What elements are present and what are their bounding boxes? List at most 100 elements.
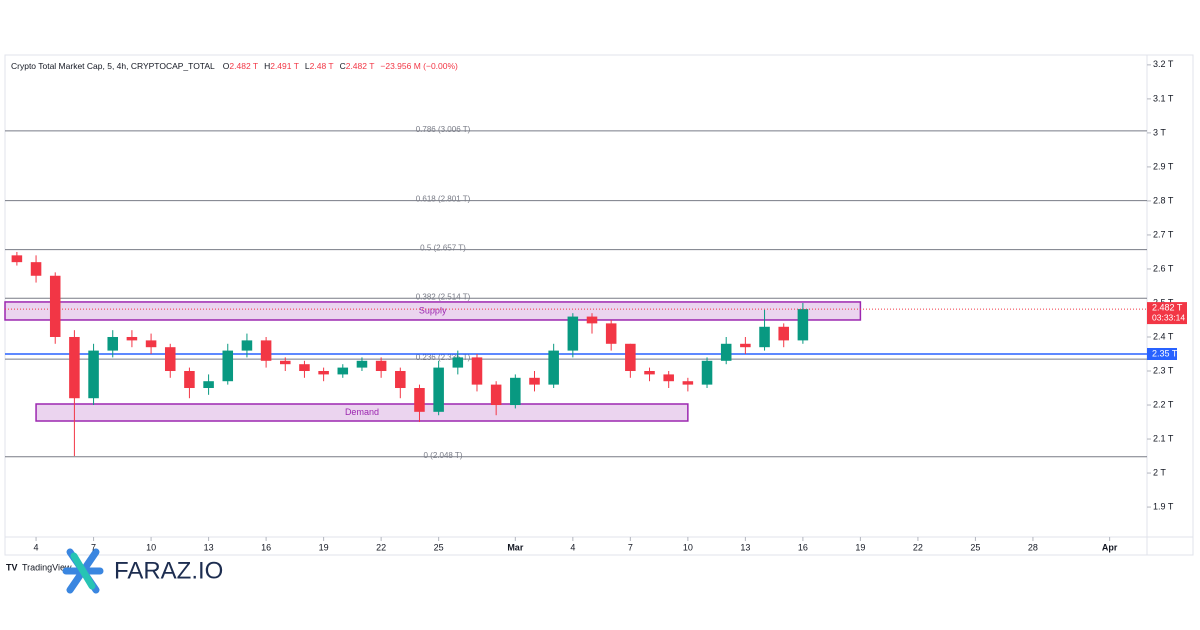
x-tick-label: 13 (204, 542, 214, 552)
y-tick-label: 2.6 T (1153, 263, 1174, 273)
y-tick-label: 1.9 T (1153, 501, 1174, 511)
x-tick-label: 19 (319, 542, 329, 552)
logo-text: FARAZ.IO (114, 557, 223, 584)
x-tick-label: 28 (1028, 542, 1038, 552)
x-tick-label: 10 (146, 542, 156, 552)
candle-body (30, 262, 42, 276)
y-tick-label: 2.2 T (1153, 399, 1174, 409)
countdown: 03:33:14 (1152, 312, 1185, 322)
candle-body (49, 275, 61, 337)
price-label: 2.482 T (1152, 302, 1183, 312)
x-tick-label: Mar (507, 542, 524, 552)
x-tick-label: 13 (740, 542, 750, 552)
x-tick-label: 4 (570, 542, 575, 552)
faraz-logo: FARAZ.IO (62, 548, 223, 594)
ohlc-value: 2.482 T (346, 61, 375, 71)
candle-body (529, 377, 540, 385)
ohlc-value: 2.48 T (310, 61, 334, 71)
y-tick-label: 2.4 T (1153, 331, 1174, 341)
fib-label: 0.618 (2.801 T) (416, 195, 471, 204)
candle-body (260, 340, 272, 361)
price-tag (1147, 302, 1187, 325)
y-tick-label: 3.1 T (1153, 93, 1174, 103)
candle-body (644, 371, 655, 375)
x-tick-label: 7 (91, 542, 96, 552)
title: Crypto Total Market Cap, 5, 4h, CRYPTOCA… (11, 61, 458, 71)
y-tick-label: 2.9 T (1153, 161, 1174, 171)
candle-body (740, 343, 751, 348)
x-tick-label: 22 (376, 542, 386, 552)
y-tick-label: 2.3 T (1153, 365, 1174, 375)
x-tick-label: 25 (970, 542, 980, 552)
header: Crypto Total Market Cap, 5, 4h, CRYPTOCA… (11, 61, 458, 71)
candle-body (625, 343, 636, 372)
candle-body (395, 371, 406, 389)
candle-body (567, 316, 579, 351)
ohlc-label: H (264, 61, 270, 71)
candle-body (548, 350, 559, 385)
candle-body (203, 381, 214, 389)
candle-body (88, 350, 99, 399)
candle-body (471, 357, 483, 385)
candle-body (682, 381, 694, 385)
candle-body (356, 360, 368, 368)
y-tick-label: 2.8 T (1153, 195, 1174, 205)
y-tick-label: 2.7 T (1153, 229, 1174, 239)
ohlc-label: L (305, 61, 310, 71)
candle-body (184, 371, 195, 389)
candle-body (759, 326, 770, 348)
change: −23.956 M (−0.00%) (380, 61, 458, 71)
candle-body (337, 367, 349, 375)
x-tick-label: 19 (855, 542, 865, 552)
fib-label: 0 (2.048 T) (424, 451, 463, 460)
candle-body (490, 384, 502, 406)
candle-body (69, 336, 80, 399)
tv-icon: TV (6, 562, 18, 572)
candle-body (299, 364, 310, 372)
x-tick-label: 10 (683, 542, 693, 552)
zone (4, 301, 862, 321)
candle-body (11, 255, 23, 263)
fib-label: 0.5 (2.657 T) (420, 244, 466, 253)
candle-body (280, 360, 291, 365)
candle-body (452, 357, 464, 368)
x-tick-label: 16 (798, 542, 808, 552)
zone (35, 403, 689, 422)
x-tick-label: Apr (1102, 542, 1118, 552)
candle-body (375, 360, 387, 372)
x-tick-label: 25 (434, 542, 444, 552)
y-tick-label: 3 T (1153, 127, 1166, 137)
candle-body (720, 343, 732, 361)
level-label: 2.35 T (1152, 348, 1178, 358)
title-text: Crypto Total Market Cap, 5, 4h, CRYPTOCA… (11, 61, 215, 71)
ohlc-value: 2.491 T (270, 61, 299, 71)
level-tag (1147, 347, 1177, 360)
y-tick-label: 2.1 T (1153, 433, 1174, 443)
fib-label: 0.786 (3.006 T) (416, 125, 471, 134)
y-tick-label: 3.2 T (1153, 59, 1174, 69)
candle-body (663, 374, 674, 382)
x-tick-label: 7 (628, 542, 633, 552)
candle-body (318, 371, 329, 375)
ohlc-value: 2.482 T (229, 61, 258, 71)
tradingview-mark: TV TradingView (6, 562, 72, 572)
zone-label: Demand (345, 407, 379, 417)
candle-body (510, 377, 521, 406)
candle-body (126, 336, 138, 341)
candle-body (414, 388, 425, 412)
candle-body (778, 326, 789, 341)
candle-body (433, 367, 444, 412)
y-tick-label: 2 T (1153, 467, 1166, 477)
candle-body (145, 340, 157, 348)
candle-body (241, 340, 253, 351)
x-tick-label: 22 (913, 542, 923, 552)
ohlc-label: O (223, 61, 230, 71)
candle-body (797, 309, 809, 341)
candle-body (586, 316, 598, 324)
candle-body (164, 347, 176, 372)
ohlc-label: C (340, 61, 346, 71)
zone-label: Supply (419, 305, 447, 315)
candle-body (701, 360, 713, 385)
candle-body (222, 350, 234, 382)
